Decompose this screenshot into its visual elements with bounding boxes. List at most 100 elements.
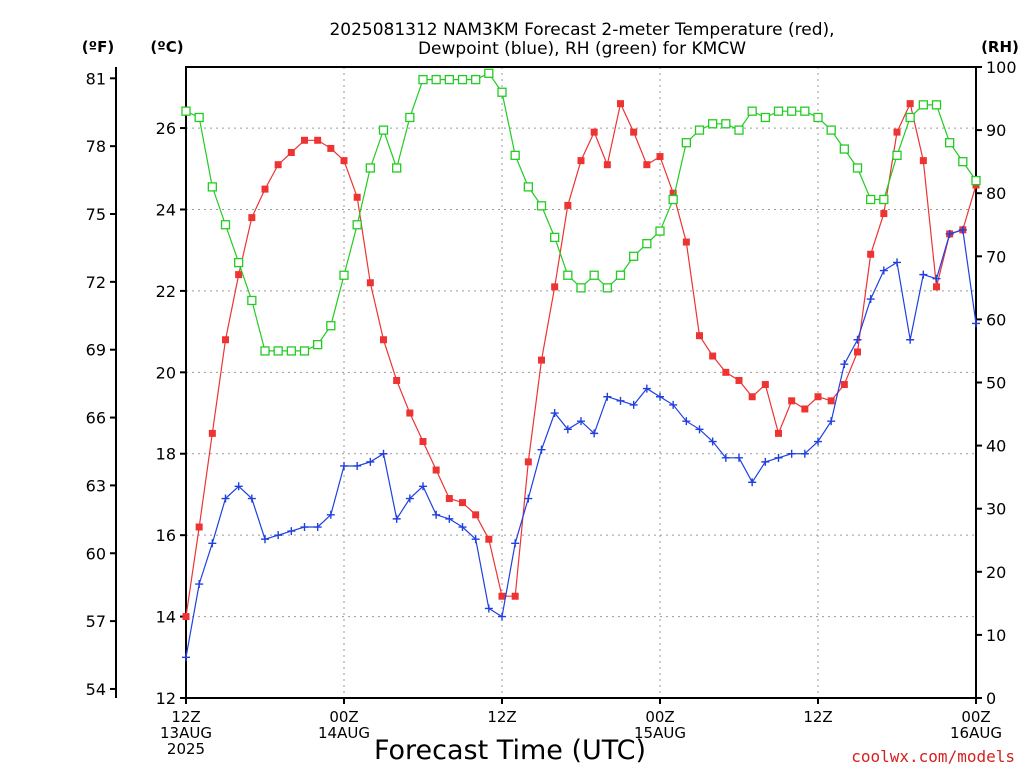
- x-tick-label: 12Z: [803, 708, 832, 726]
- temperature-point: [406, 409, 414, 417]
- temperature-point: [814, 393, 822, 401]
- dewpoint-point: [313, 523, 322, 532]
- rh-point: [905, 112, 915, 123]
- temperature-point: [208, 429, 216, 437]
- temperature-point: [788, 397, 796, 405]
- temperature-point: [538, 356, 545, 364]
- rh-point: [247, 295, 257, 306]
- plot-series: [181, 68, 981, 662]
- rh-point: [866, 194, 876, 205]
- rh-point: [194, 112, 204, 123]
- rh-tick-label: 30: [986, 500, 1006, 519]
- rh-point: [787, 106, 797, 116]
- rh-tick-label: 40: [986, 437, 1006, 456]
- rh-tick-label: 90: [986, 121, 1006, 140]
- temperature-point: [893, 128, 901, 136]
- dewpoint-point: [932, 274, 941, 283]
- x-tick-label: 15AUG: [634, 724, 686, 742]
- rh-point: [378, 125, 389, 135]
- temperature-point: [485, 535, 493, 543]
- dewpoint-point: [721, 453, 730, 462]
- dewpoint-point: [748, 478, 757, 487]
- rh-point: [286, 346, 296, 356]
- temperature-point: [340, 157, 348, 165]
- rh-point: [339, 270, 349, 280]
- rh-point: [629, 251, 639, 261]
- dewpoint-point: [274, 531, 283, 540]
- dewpoint-point: [906, 335, 915, 344]
- rh-point: [234, 257, 244, 268]
- temperature-point: [393, 376, 401, 384]
- temperature-point: [445, 495, 453, 503]
- dewpoint-point: [484, 604, 493, 613]
- rh-tick-label: 50: [986, 374, 1006, 393]
- temperature-line: [185, 101, 977, 617]
- fahrenheit-tick-label: 78: [86, 137, 106, 156]
- dewpoint-point: [419, 482, 427, 491]
- rh-unit-label: (RH): [981, 38, 1019, 56]
- dewpoint-point: [616, 396, 625, 405]
- temperature-point: [933, 283, 940, 291]
- rh-point: [536, 201, 547, 211]
- dewpoint-point: [221, 494, 230, 503]
- dewpoint-point: [629, 400, 638, 409]
- dewpoint-point: [234, 482, 243, 491]
- temperature-point: [775, 429, 782, 437]
- temperature-point: [472, 511, 480, 519]
- dewpoint-point: [840, 360, 849, 369]
- temperature-point: [669, 189, 677, 197]
- rh-point: [734, 125, 744, 135]
- fahrenheit-tick-label: 75: [86, 205, 106, 224]
- x-tick-label: 00Z: [329, 708, 358, 726]
- rh-point: [773, 106, 784, 116]
- dewpoint-point: [919, 270, 928, 279]
- dewpoint-line: [185, 229, 977, 658]
- x-tick-label: 00Z: [961, 708, 990, 726]
- dewpoint-point: [340, 461, 348, 470]
- rh-point: [220, 220, 231, 230]
- rh-point: [892, 150, 902, 160]
- dewpoint-point: [800, 449, 809, 458]
- dewpoint-point: [603, 392, 612, 401]
- dewpoint-point: [708, 437, 717, 446]
- temperature-point: [353, 193, 361, 201]
- rh-point: [852, 163, 863, 173]
- rh-point: [879, 194, 889, 205]
- rh-point: [523, 182, 533, 192]
- dewpoint-point: [642, 384, 651, 393]
- rh-point: [418, 74, 428, 85]
- rh-tick-label: 100: [986, 58, 1017, 77]
- rh-point: [365, 163, 375, 173]
- dewpoint-point: [945, 229, 954, 238]
- temperature-point: [459, 499, 466, 507]
- dewpoint-point: [458, 523, 467, 532]
- temperature-point: [682, 238, 690, 246]
- dewpoint-point: [866, 295, 875, 304]
- fahrenheit-tick-label: 60: [86, 544, 106, 563]
- dewpoint-point: [247, 494, 256, 503]
- rh-point: [747, 106, 757, 116]
- temperature-point: [222, 336, 229, 344]
- rh-point: [931, 100, 942, 110]
- dewpoint-point: [195, 580, 204, 589]
- rh-point: [471, 74, 481, 85]
- dewpoint-point: [511, 539, 520, 548]
- dewpoint-point: [735, 453, 743, 462]
- x-axis-label: Forecast Time (UTC): [374, 735, 646, 766]
- dewpoint-point: [326, 510, 335, 519]
- rh-point: [602, 283, 612, 293]
- dewpoint-point: [366, 457, 375, 466]
- rh-point: [431, 74, 441, 85]
- temperature-point: [564, 201, 572, 209]
- temperature-point: [327, 144, 335, 152]
- temperature-point: [182, 613, 190, 621]
- dewpoint-point: [563, 425, 572, 434]
- celsius-unit-label: (ºC): [150, 38, 183, 56]
- temperature-point: [577, 157, 585, 165]
- dewpoint-point: [774, 453, 783, 462]
- temperature-point: [274, 161, 282, 169]
- rh-point: [958, 156, 968, 167]
- temperature-point: [854, 348, 861, 356]
- dewpoint-point: [853, 335, 862, 344]
- temperature-point: [709, 352, 717, 360]
